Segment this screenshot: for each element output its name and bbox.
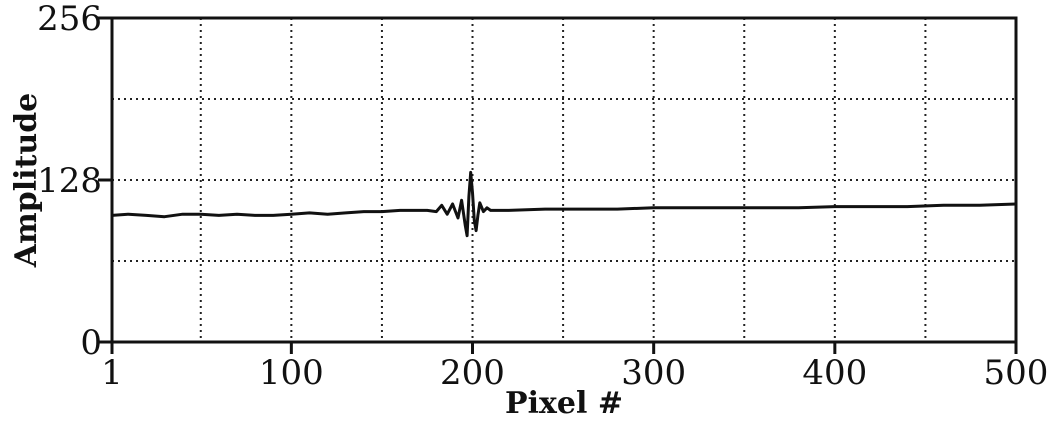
- y-tick-label: 0: [80, 323, 102, 363]
- plot-frame: [110, 16, 1018, 344]
- grid-layer: [112, 18, 1016, 342]
- series-layer: [111, 170, 1017, 238]
- label-layer: 0 128 256 1 100 200 300 400 500: [37, 0, 1048, 393]
- y-tick-label: 256: [37, 0, 102, 39]
- x-tick-label: 500: [984, 353, 1049, 393]
- x-tick-label: 1: [101, 353, 123, 393]
- x-tick-label: 200: [440, 353, 505, 393]
- x-tick-label: 100: [259, 353, 324, 393]
- x-axis-label: Pixel #: [505, 386, 623, 419]
- x-tick-label: 400: [802, 353, 867, 393]
- tick-layer: [98, 16, 1018, 354]
- series-line: [111, 170, 1017, 238]
- y-axis-label: Amplitude: [9, 93, 44, 269]
- x-tick-label: 300: [621, 353, 686, 393]
- y-tick-label: 128: [37, 161, 102, 201]
